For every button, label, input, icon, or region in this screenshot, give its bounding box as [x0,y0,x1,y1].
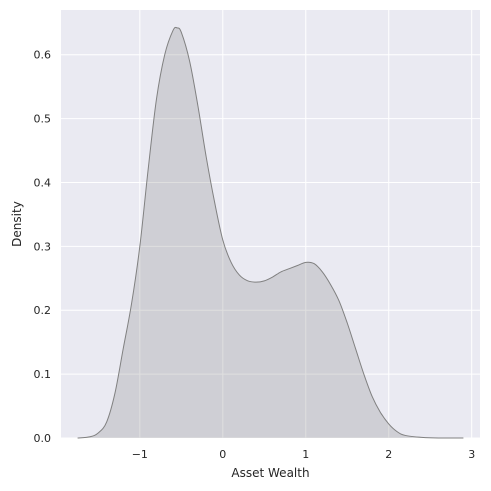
y-tick-label: 0.4 [34,176,52,189]
x-tick-label: 1 [302,448,309,461]
kde-line [77,26,464,439]
y-tick-label: 0.3 [34,240,52,253]
y-tick-label: 0.5 [34,113,52,126]
y-axis-label: Density [10,201,24,247]
x-tick-labels: −1 0 1 2 3 [132,448,475,461]
plot-background [61,10,480,438]
x-tick-label: 0 [219,448,226,461]
kde-area-fill [77,27,464,439]
y-tick-label: 0.2 [34,304,52,317]
x-tick-label: −1 [132,448,148,461]
x-axis-label: Asset Wealth [231,466,309,480]
y-tick-label: 0.0 [34,432,52,445]
y-tick-label: 0.1 [34,368,52,381]
y-tick-label: 0.6 [34,49,52,62]
y-tick-labels: 0.0 0.1 0.2 0.3 0.4 0.5 0.6 [34,49,52,445]
x-tick-label: 3 [468,448,475,461]
kde-series [77,26,464,439]
x-tick-label: 2 [385,448,392,461]
